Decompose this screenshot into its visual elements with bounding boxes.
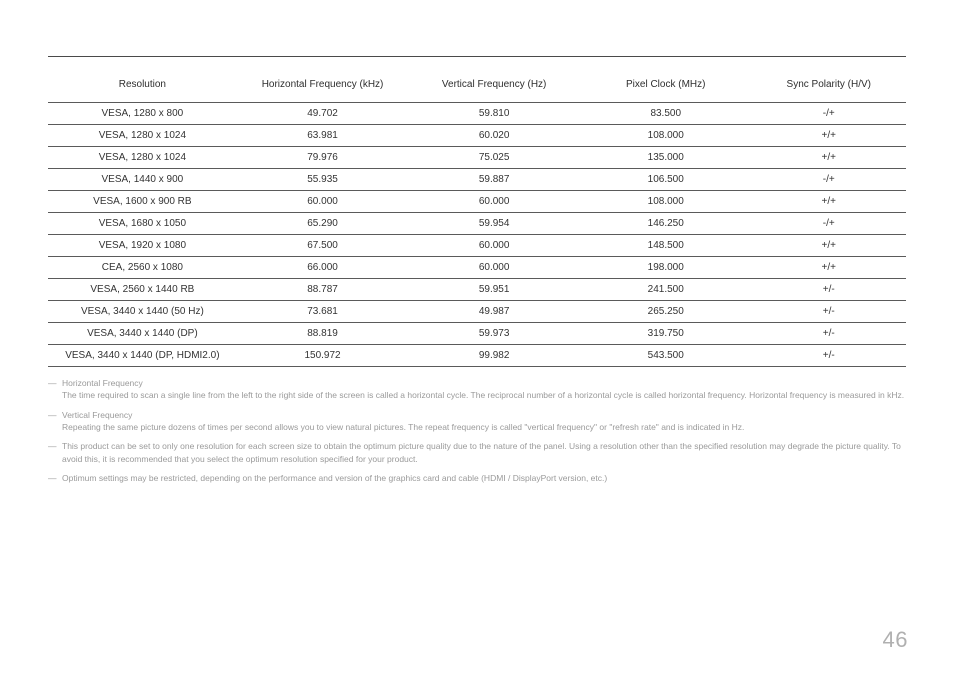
table-cell: VESA, 1280 x 1024 xyxy=(48,147,237,169)
footnote-text: Optimum settings may be restricted, depe… xyxy=(62,472,906,484)
table-cell: +/+ xyxy=(752,147,906,169)
table-cell: VESA, 1280 x 1024 xyxy=(48,125,237,147)
table-cell: VESA, 1440 x 900 xyxy=(48,169,237,191)
table-row: VESA, 2560 x 1440 RB88.78759.951241.500+… xyxy=(48,279,906,301)
th-vertical-freq: Vertical Frequency (Hz) xyxy=(408,71,580,103)
table-cell: 59.954 xyxy=(408,213,580,235)
table-cell: 79.976 xyxy=(237,147,409,169)
table-cell: 66.000 xyxy=(237,257,409,279)
table-row: VESA, 1440 x 90055.93559.887106.500-/+ xyxy=(48,169,906,191)
table-row: VESA, 1680 x 105065.29059.954146.250-/+ xyxy=(48,213,906,235)
table-cell: 59.973 xyxy=(408,323,580,345)
table-cell: +/- xyxy=(752,345,906,367)
th-resolution: Resolution xyxy=(48,71,237,103)
table-cell: 49.987 xyxy=(408,301,580,323)
table-row: VESA, 1600 x 900 RB60.00060.000108.000+/… xyxy=(48,191,906,213)
table-cell: VESA, 1920 x 1080 xyxy=(48,235,237,257)
table-row: VESA, 3440 x 1440 (DP, HDMI2.0)150.97299… xyxy=(48,345,906,367)
th-horizontal-freq: Horizontal Frequency (kHz) xyxy=(237,71,409,103)
footnote: ― Horizontal FrequencyThe time required t… xyxy=(48,377,906,402)
table-cell: 60.000 xyxy=(408,191,580,213)
table-cell: 88.787 xyxy=(237,279,409,301)
table-cell: 60.000 xyxy=(237,191,409,213)
table-cell: VESA, 3440 x 1440 (DP, HDMI2.0) xyxy=(48,345,237,367)
table-header-row: Resolution Horizontal Frequency (kHz) Ve… xyxy=(48,71,906,103)
table-cell: 99.982 xyxy=(408,345,580,367)
footnote-text: The time required to scan a single line … xyxy=(62,389,906,401)
table-cell: 146.250 xyxy=(580,213,752,235)
table-row: VESA, 3440 x 1440 (50 Hz)73.68149.987265… xyxy=(48,301,906,323)
table-row: VESA, 1280 x 80049.70259.81083.500-/+ xyxy=(48,103,906,125)
footnote-dash-icon: ― xyxy=(48,440,57,452)
table-row: VESA, 3440 x 1440 (DP)88.81959.973319.75… xyxy=(48,323,906,345)
footnote-title: Horizontal Frequency xyxy=(62,377,906,389)
table-cell: +/+ xyxy=(752,257,906,279)
top-rule xyxy=(48,56,906,57)
table-cell: 543.500 xyxy=(580,345,752,367)
table-cell: 65.290 xyxy=(237,213,409,235)
table-cell: 198.000 xyxy=(580,257,752,279)
table-cell: +/- xyxy=(752,323,906,345)
spec-table: Resolution Horizontal Frequency (kHz) Ve… xyxy=(48,71,906,367)
table-cell: 135.000 xyxy=(580,147,752,169)
table-cell: 108.000 xyxy=(580,125,752,147)
table-cell: 75.025 xyxy=(408,147,580,169)
table-cell: +/+ xyxy=(752,235,906,257)
page-number: 46 xyxy=(883,627,908,653)
footnote-dash-icon: ― xyxy=(48,377,57,389)
table-cell: 106.500 xyxy=(580,169,752,191)
table-cell: 60.000 xyxy=(408,235,580,257)
table-cell: 148.500 xyxy=(580,235,752,257)
table-cell: 59.951 xyxy=(408,279,580,301)
table-cell: 49.702 xyxy=(237,103,409,125)
table-cell: CEA, 2560 x 1080 xyxy=(48,257,237,279)
footnote-dash-icon: ― xyxy=(48,472,57,484)
table-cell: 241.500 xyxy=(580,279,752,301)
footnote-text: Repeating the same picture dozens of tim… xyxy=(62,421,906,433)
table-cell: VESA, 3440 x 1440 (50 Hz) xyxy=(48,301,237,323)
footnote: ― Optimum settings may be restricted, dep… xyxy=(48,472,906,484)
table-row: CEA, 2560 x 108066.00060.000198.000+/+ xyxy=(48,257,906,279)
table-cell: 55.935 xyxy=(237,169,409,191)
th-sync-polarity: Sync Polarity (H/V) xyxy=(752,71,906,103)
table-body: VESA, 1280 x 80049.70259.81083.500-/+VES… xyxy=(48,103,906,367)
table-cell: 67.500 xyxy=(237,235,409,257)
table-cell: VESA, 1280 x 800 xyxy=(48,103,237,125)
table-cell: +/+ xyxy=(752,191,906,213)
table-cell: +/- xyxy=(752,301,906,323)
table-cell: 59.810 xyxy=(408,103,580,125)
footnote-text: This product can be set to only one reso… xyxy=(62,440,906,465)
table-row: VESA, 1920 x 108067.50060.000148.500+/+ xyxy=(48,235,906,257)
table-cell: 150.972 xyxy=(237,345,409,367)
page: Resolution Horizontal Frequency (kHz) Ve… xyxy=(0,0,954,675)
footnote: ― This product can be set to only one res… xyxy=(48,440,906,465)
table-cell: 108.000 xyxy=(580,191,752,213)
table-cell: VESA, 1600 x 900 RB xyxy=(48,191,237,213)
table-row: VESA, 1280 x 102479.97675.025135.000+/+ xyxy=(48,147,906,169)
table-cell: VESA, 2560 x 1440 RB xyxy=(48,279,237,301)
table-cell: 59.887 xyxy=(408,169,580,191)
notes-block: ― Horizontal FrequencyThe time required t… xyxy=(48,377,906,484)
table-cell: -/+ xyxy=(752,169,906,191)
table-cell: +/+ xyxy=(752,125,906,147)
table-cell: 265.250 xyxy=(580,301,752,323)
th-pixel-clock: Pixel Clock (MHz) xyxy=(580,71,752,103)
table-cell: 83.500 xyxy=(580,103,752,125)
footnote: ― Vertical FrequencyRepeating the same pi… xyxy=(48,409,906,434)
table-cell: VESA, 3440 x 1440 (DP) xyxy=(48,323,237,345)
table-cell: 73.681 xyxy=(237,301,409,323)
table-row: VESA, 1280 x 102463.98160.020108.000+/+ xyxy=(48,125,906,147)
table-cell: VESA, 1680 x 1050 xyxy=(48,213,237,235)
table-cell: -/+ xyxy=(752,213,906,235)
table-cell: -/+ xyxy=(752,103,906,125)
table-cell: +/- xyxy=(752,279,906,301)
table-cell: 63.981 xyxy=(237,125,409,147)
table-cell: 88.819 xyxy=(237,323,409,345)
table-head: Resolution Horizontal Frequency (kHz) Ve… xyxy=(48,71,906,103)
table-cell: 319.750 xyxy=(580,323,752,345)
table-cell: 60.000 xyxy=(408,257,580,279)
table-cell: 60.020 xyxy=(408,125,580,147)
footnote-title: Vertical Frequency xyxy=(62,409,906,421)
footnote-dash-icon: ― xyxy=(48,409,57,421)
